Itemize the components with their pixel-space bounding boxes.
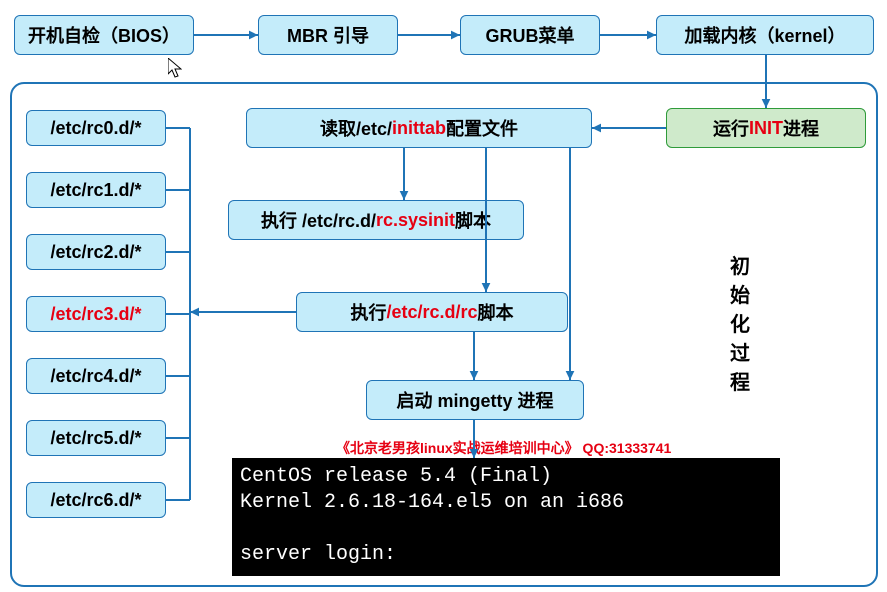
node-grub: GRUB菜单 [460, 15, 600, 55]
node-mingetty: 启动 mingetty 进程 [366, 380, 584, 420]
node-rc2: /etc/rc2.d/* [26, 234, 166, 270]
node-sysinit: 执行 /etc/rc.d/rc.sysinit 脚本 [228, 200, 524, 240]
node-kernel: 加载内核（kernel） [656, 15, 874, 55]
node-rc5: /etc/rc5.d/* [26, 420, 166, 456]
node-rc3: /etc/rc3.d/* [26, 296, 166, 332]
footer-credit: 《北京老男孩linux实战运维培训中心》 QQ:31333741 [336, 438, 671, 458]
node-rc0: /etc/rc0.d/* [26, 110, 166, 146]
node-bios: 开机自检（BIOS） [14, 15, 194, 55]
node-rc1: /etc/rc1.d/* [26, 172, 166, 208]
node-rc4: /etc/rc4.d/* [26, 358, 166, 394]
node-mbr: MBR 引导 [258, 15, 398, 55]
login-terminal: CentOS release 5.4 (Final)Kernel 2.6.18-… [232, 458, 780, 576]
node-rc6: /etc/rc6.d/* [26, 482, 166, 518]
node-init: 运行 INIT 进程 [666, 108, 866, 148]
mouse-cursor-icon [168, 58, 182, 78]
node-rc: 执行/etc/rc.d/rc脚本 [296, 292, 568, 332]
side-label-init-process: 初始化过程 [730, 250, 750, 395]
node-inittab: 读取/etc/inittab配置文件 [246, 108, 592, 148]
